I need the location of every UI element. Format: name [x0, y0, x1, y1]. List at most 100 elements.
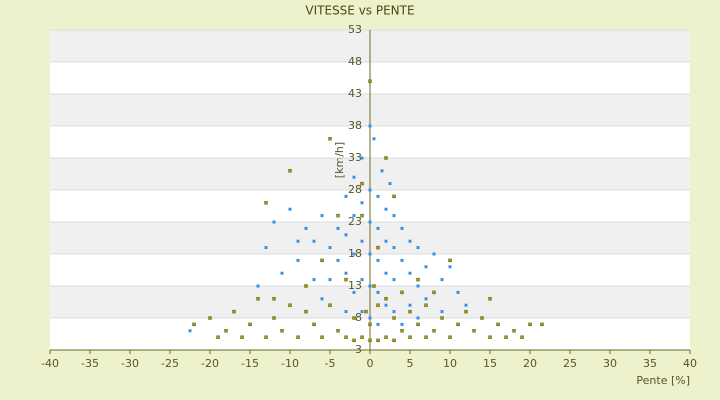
- point: [424, 265, 428, 269]
- point: [392, 310, 396, 314]
- point: [280, 271, 284, 275]
- point: [360, 201, 364, 205]
- x-tick-label: 25: [563, 357, 577, 370]
- point: [408, 309, 412, 314]
- point: [272, 316, 276, 320]
- point: [440, 310, 444, 314]
- point: [344, 277, 348, 282]
- point: [488, 297, 492, 301]
- point: [384, 239, 388, 243]
- point: [360, 181, 364, 186]
- point: [344, 310, 348, 314]
- point: [440, 278, 444, 282]
- point: [400, 329, 404, 333]
- x-tick-label: 10: [443, 357, 457, 370]
- point: [336, 258, 340, 262]
- point: [376, 194, 380, 198]
- point: [248, 322, 252, 327]
- point: [368, 124, 372, 128]
- point: [372, 137, 376, 141]
- point: [312, 278, 316, 282]
- point: [392, 246, 396, 250]
- point: [368, 220, 372, 224]
- point: [320, 297, 324, 301]
- point: [240, 335, 244, 339]
- point: [272, 220, 276, 224]
- point: [344, 233, 348, 237]
- point: [232, 309, 236, 314]
- y-tick-label: 33: [348, 151, 362, 164]
- point: [328, 303, 332, 307]
- point: [328, 137, 332, 141]
- y-tick-label: 43: [348, 87, 362, 100]
- x-tick-label: -25: [161, 357, 179, 370]
- point: [336, 329, 340, 333]
- point: [464, 309, 468, 314]
- y-axis-title: [km/h]: [333, 142, 346, 178]
- point: [296, 258, 300, 262]
- point: [352, 316, 356, 320]
- y-tick-label: 23: [348, 215, 362, 228]
- point: [504, 335, 508, 339]
- point: [368, 252, 372, 256]
- point: [376, 258, 380, 262]
- point: [304, 226, 308, 230]
- point: [364, 309, 368, 314]
- x-tick-label: -10: [281, 357, 299, 370]
- y-tick-label: 53: [348, 23, 362, 36]
- point: [380, 169, 384, 173]
- point: [372, 284, 376, 288]
- point: [344, 194, 348, 198]
- point: [376, 245, 380, 250]
- point: [224, 329, 228, 333]
- point: [400, 322, 404, 326]
- point: [304, 309, 308, 314]
- point: [408, 271, 412, 275]
- point: [272, 297, 276, 301]
- point: [408, 303, 412, 307]
- point: [408, 335, 412, 339]
- x-tick-label: 0: [367, 357, 374, 370]
- point: [344, 271, 348, 275]
- x-tick-label: -5: [325, 357, 336, 370]
- x-tick-label: 20: [523, 357, 537, 370]
- point: [384, 303, 388, 307]
- point: [376, 290, 380, 294]
- point: [352, 290, 356, 294]
- point: [540, 322, 544, 327]
- point: [256, 297, 260, 301]
- y-tick-label: 38: [348, 119, 362, 132]
- point: [296, 335, 300, 339]
- point: [256, 284, 260, 288]
- y-tick-label: 8: [355, 311, 362, 324]
- point: [264, 246, 268, 250]
- point: [328, 278, 332, 282]
- point: [264, 335, 268, 339]
- y-tick-label: 28: [348, 183, 362, 196]
- point: [192, 322, 196, 327]
- point: [480, 316, 484, 320]
- x-tick-label: -30: [121, 357, 139, 370]
- point: [304, 284, 308, 288]
- point: [368, 284, 372, 288]
- point: [384, 271, 388, 275]
- point: [288, 169, 292, 173]
- point: [520, 335, 524, 339]
- point: [376, 226, 380, 230]
- point: [528, 322, 532, 327]
- point: [320, 258, 324, 263]
- x-tick-label: -20: [201, 357, 219, 370]
- point: [416, 246, 420, 250]
- point: [376, 338, 380, 343]
- point: [496, 322, 500, 327]
- point: [512, 329, 516, 333]
- point: [368, 338, 372, 343]
- point: [352, 214, 356, 218]
- point: [352, 175, 356, 179]
- point: [216, 335, 220, 339]
- point: [352, 252, 356, 256]
- point: [392, 338, 396, 343]
- point: [360, 310, 364, 314]
- x-tick-label: 35: [643, 357, 657, 370]
